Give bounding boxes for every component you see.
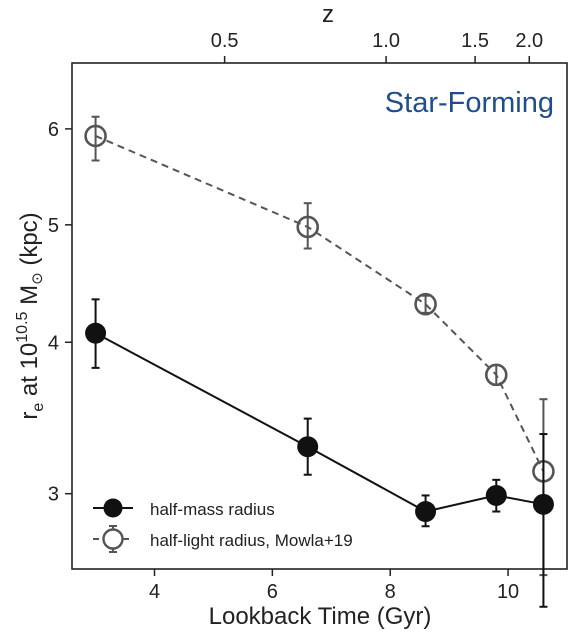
x-tick-label: 6 (267, 581, 278, 603)
top-tick-label: 2.0 (515, 30, 543, 52)
series-layer (84, 115, 555, 608)
plot-frame (71, 62, 568, 570)
data-point (532, 493, 554, 515)
y-label-prefix: r (16, 412, 43, 420)
y-axis-label: re at 1010.5 M⊙ (kpc) (14, 212, 47, 419)
data-point (296, 215, 320, 239)
data-point (297, 436, 319, 458)
legend-label-half-light: half-light radius, Mowla+19 (150, 531, 353, 550)
data-point (415, 501, 437, 523)
y-label-sub: e (30, 403, 47, 412)
top-axis-label: z (322, 1, 334, 28)
axes: 4 6 8 10 3 4 5 6 0.5 1.0 1.5 2.0 (48, 30, 543, 603)
data-point (84, 124, 107, 148)
series-line (95, 135, 545, 472)
top-tick-label: 1.5 (461, 30, 489, 52)
y-tick-label: 3 (48, 484, 59, 506)
top-tick-label: 1.0 (372, 30, 400, 52)
data-point (485, 484, 507, 506)
x-tick-label: 10 (497, 581, 519, 603)
legend-label-half-mass: half-mass radius (150, 500, 275, 519)
x-tick-label: 8 (385, 581, 396, 603)
data-point (484, 363, 508, 387)
y-tick-label: 6 (48, 119, 59, 141)
chart-annotation: Star-Forming (385, 87, 554, 119)
legend-marker-half-mass (103, 498, 123, 518)
y-tick-label: 4 (48, 332, 59, 354)
data-point (414, 292, 437, 316)
y-label-suffix: M (16, 285, 43, 312)
y-label-sup: 10.5 (14, 311, 31, 342)
data-point (85, 322, 107, 344)
x-tick-label: 4 (149, 581, 160, 603)
top-tick-label: 0.5 (211, 30, 239, 52)
series-1 (85, 298, 554, 608)
y-label-symbol: ⊙ (29, 272, 46, 285)
plot-area (71, 62, 568, 570)
y-tick-label: 5 (48, 215, 59, 237)
x-axis-label: Lookback Time (Gyr) (209, 603, 432, 630)
legend-marker-half-light (102, 528, 124, 550)
series-line (95, 332, 544, 513)
y-label-tail: (kpc) (16, 212, 43, 272)
legend: half-mass radius half-light radius, Mowl… (93, 498, 353, 553)
y-label-middle: at 10 (16, 343, 43, 403)
